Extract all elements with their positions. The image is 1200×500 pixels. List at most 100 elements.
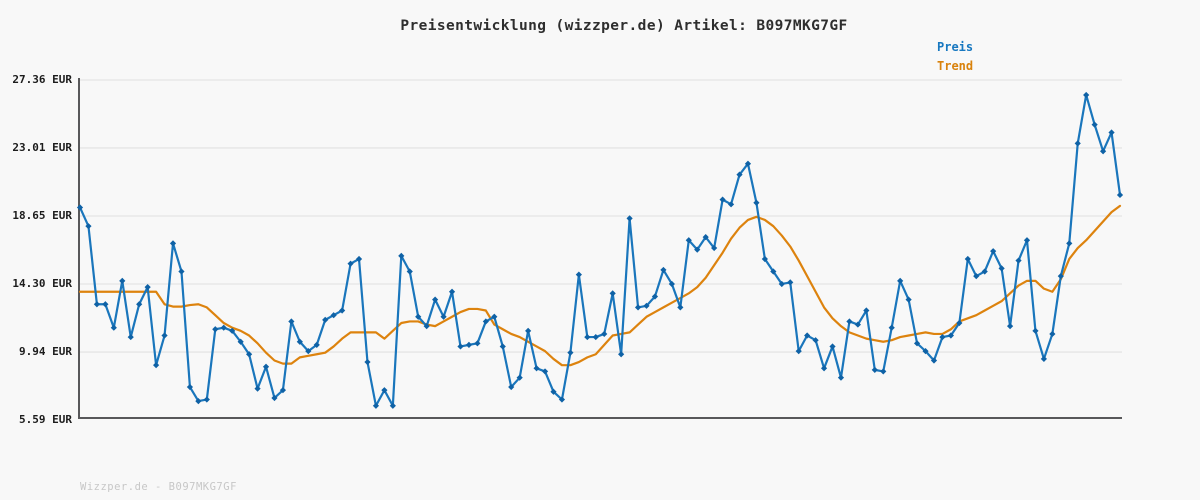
data-point-marker (389, 402, 396, 409)
chart-title: Preisentwicklung (wizzper.de) Artikel: B… (400, 18, 848, 34)
data-point-marker (330, 312, 337, 319)
data-point-marker (372, 402, 380, 409)
data-point-marker (1057, 273, 1064, 280)
data-point-marker (651, 293, 659, 300)
data-point-marker (550, 388, 557, 395)
data-point-marker (533, 365, 540, 372)
data-point-marker (432, 296, 439, 303)
data-point-marker (144, 283, 151, 291)
data-point-marker (761, 255, 768, 263)
data-point-marker (1015, 257, 1022, 264)
data-point-marker (186, 383, 194, 391)
data-point-marker (558, 396, 566, 403)
data-point-marker (279, 387, 287, 394)
y-axis-tick-label: 5.59 EUR (19, 413, 72, 426)
data-point-marker (913, 340, 921, 347)
data-point-marker (1091, 121, 1098, 128)
data-point-marker (127, 333, 134, 341)
data-point-marker (634, 304, 642, 311)
preis-markers (76, 91, 1124, 409)
data-point-marker (262, 363, 270, 370)
y-axis-tick-label: 18.65 EUR (12, 209, 72, 223)
footer-watermark: Wizzper.de - B097MKG7GF (80, 481, 237, 493)
data-point-marker (541, 368, 549, 375)
data-point-marker (973, 273, 980, 280)
data-point-marker (897, 277, 904, 284)
data-point-marker (990, 248, 997, 255)
data-point-marker (364, 358, 371, 366)
data-point-marker (423, 323, 430, 330)
data-point-marker (161, 332, 168, 339)
data-point-marker (381, 387, 388, 394)
data-point-marker (254, 385, 261, 392)
data-point-marker (516, 374, 523, 381)
data-point-marker (415, 313, 422, 320)
data-point-marker (76, 204, 84, 211)
data-point-marker (981, 268, 988, 275)
data-point-marker (1116, 191, 1124, 199)
data-point-marker (694, 246, 701, 253)
data-point-marker (305, 348, 312, 355)
data-point-marker (609, 290, 616, 297)
data-point-marker (736, 171, 743, 178)
data-point-marker (406, 268, 413, 275)
data-point-marker (626, 215, 633, 222)
y-axis-tick-label: 23.01 EUR (12, 140, 72, 154)
y-axis-tick-label: 14.30 EUR (12, 276, 72, 290)
data-point-marker (246, 351, 253, 358)
legend-item-trend: Trend (937, 59, 974, 73)
data-point-marker (465, 341, 473, 348)
data-point-marker (643, 302, 650, 309)
data-point-marker (169, 240, 177, 247)
data-point-marker (1083, 91, 1090, 99)
data-point-marker (956, 319, 963, 327)
data-point-marker (1066, 240, 1073, 247)
data-point-marker (229, 327, 236, 334)
data-point-marker (1108, 129, 1115, 136)
data-point-marker (677, 304, 684, 311)
data-point-marker (508, 383, 515, 391)
legend-item-preis: Preis (937, 40, 974, 54)
data-point-marker (178, 268, 185, 275)
data-point-marker (93, 301, 101, 308)
data-point-marker (905, 296, 912, 303)
data-point-marker (753, 199, 760, 206)
data-point-marker (930, 357, 938, 364)
data-point-marker (347, 260, 354, 267)
data-point-marker (1099, 148, 1107, 155)
data-point-marker (711, 244, 718, 252)
data-point-marker (482, 318, 489, 325)
data-point-marker (339, 307, 346, 314)
data-point-marker (355, 255, 363, 263)
data-point-marker (296, 338, 303, 345)
data-point-marker (220, 324, 227, 331)
data-point-marker (744, 160, 752, 167)
data-point-marker (525, 327, 532, 334)
data-point-marker (152, 362, 160, 369)
data-point-marker (820, 365, 828, 372)
data-point-marker (939, 333, 946, 341)
data-point-marker (1023, 237, 1031, 244)
y-axis-tick-label: 27.36 EUR (12, 73, 72, 86)
data-point-marker (102, 301, 109, 308)
data-point-marker (119, 277, 126, 284)
data-point-marker (567, 349, 574, 356)
data-point-marker (837, 374, 845, 381)
data-point-marker (1032, 327, 1039, 334)
data-point-marker (474, 340, 481, 347)
data-point-marker (888, 324, 895, 331)
data-point-marker (880, 368, 887, 375)
data-point-marker (212, 326, 219, 333)
data-point-marker (237, 338, 244, 345)
data-point-marker (846, 318, 853, 325)
data-point-marker (871, 366, 878, 373)
data-point-marker (947, 332, 954, 339)
data-point-marker (1040, 355, 1048, 363)
data-point-marker (922, 348, 929, 355)
chart-legend: Preis Trend (937, 38, 973, 76)
data-point-marker (854, 321, 861, 328)
data-point-marker (592, 333, 599, 341)
data-point-marker (778, 280, 785, 288)
